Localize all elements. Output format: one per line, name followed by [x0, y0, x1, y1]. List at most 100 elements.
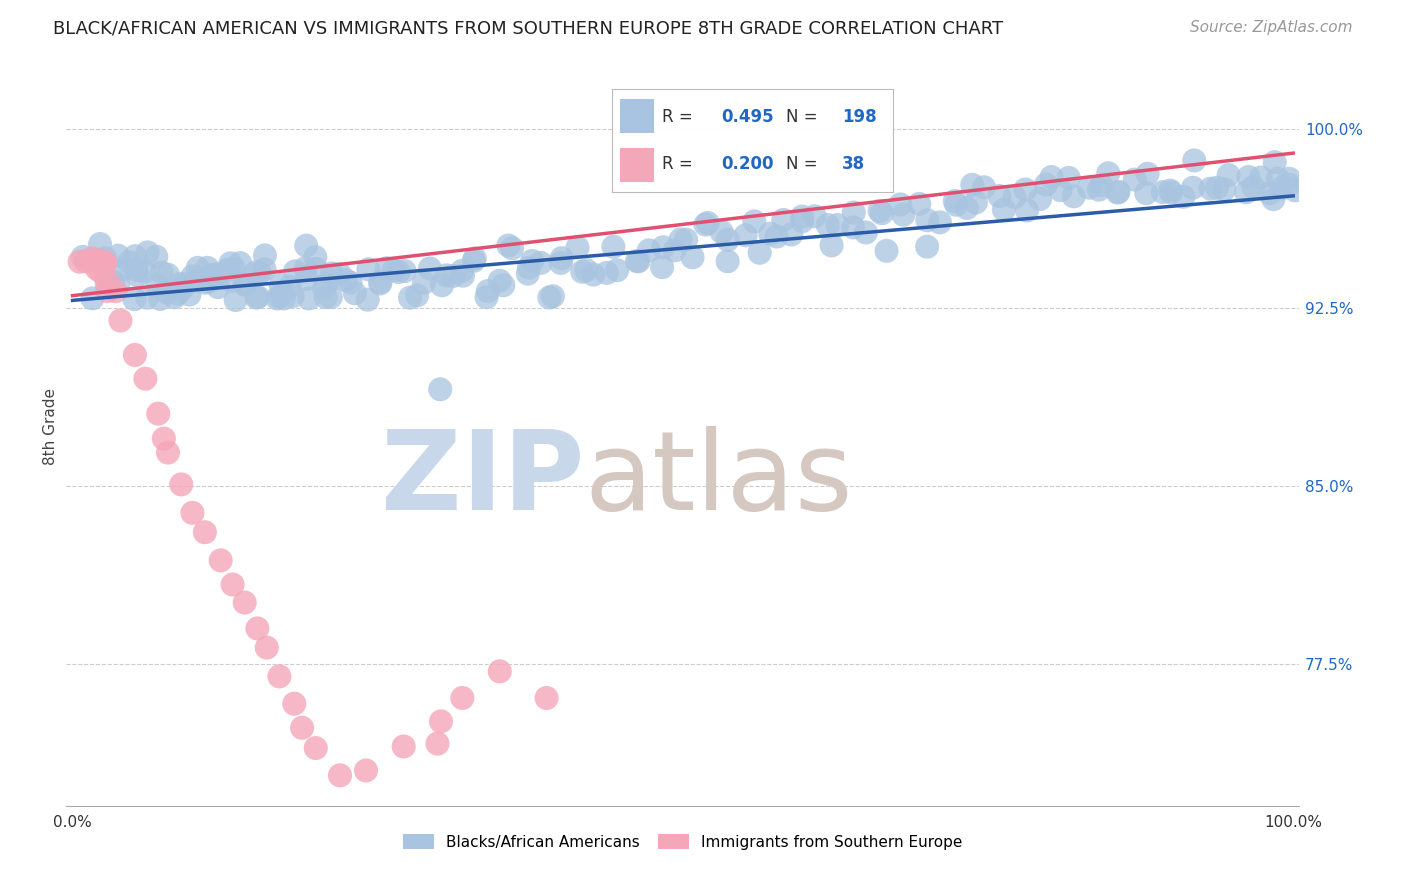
Point [335, 273, 357, 287]
Point [256, 640, 278, 655]
Point [295, 238, 318, 252]
Point [321, 266, 343, 280]
Point [197, 260, 219, 275]
Point [96, 284, 118, 298]
Point [1258, 186, 1281, 201]
Point [1218, 168, 1240, 182]
Point [197, 275, 219, 289]
Point [233, 596, 256, 610]
Point [124, 292, 146, 306]
Point [96, 277, 118, 291]
Point [842, 220, 865, 235]
Text: ZIP: ZIP [381, 426, 585, 533]
Point [463, 253, 485, 268]
Point [90, 253, 112, 268]
Point [127, 268, 149, 283]
Point [179, 287, 201, 301]
Text: Source: ZipAtlas.com: Source: ZipAtlas.com [1189, 20, 1353, 35]
Point [488, 665, 510, 679]
Point [790, 210, 813, 224]
Point [1035, 178, 1057, 192]
Point [1237, 169, 1260, 184]
Legend: Blacks/African Americans, Immigrants from Southern Europe: Blacks/African Americans, Immigrants fro… [398, 828, 969, 855]
Point [928, 215, 950, 229]
Point [200, 268, 222, 283]
Point [651, 260, 673, 274]
Point [370, 275, 392, 289]
Point [298, 292, 321, 306]
Point [163, 290, 186, 304]
Point [541, 289, 564, 303]
Point [1213, 182, 1236, 196]
Point [550, 256, 572, 270]
Point [1250, 170, 1272, 185]
Point [124, 348, 146, 362]
Point [772, 213, 794, 227]
Point [229, 256, 252, 270]
Point [1107, 186, 1129, 200]
Point [765, 229, 787, 244]
Point [488, 274, 510, 288]
Point [1088, 183, 1111, 197]
Point [1057, 170, 1080, 185]
Point [305, 261, 328, 276]
Point [392, 739, 415, 754]
Point [253, 262, 276, 277]
Point [90, 265, 112, 279]
Point [221, 274, 243, 288]
Point [89, 254, 111, 268]
Point [170, 477, 193, 491]
Point [329, 267, 352, 281]
Point [759, 227, 782, 241]
Point [477, 284, 499, 298]
Point [820, 238, 842, 252]
Point [696, 216, 718, 230]
Point [150, 266, 173, 280]
Point [304, 250, 326, 264]
Point [538, 291, 561, 305]
Point [270, 278, 292, 293]
Point [172, 281, 194, 295]
Point [441, 268, 464, 283]
Point [451, 691, 474, 706]
Point [245, 291, 267, 305]
Point [626, 254, 648, 268]
Point [217, 262, 239, 277]
Point [96, 273, 118, 287]
Point [429, 382, 451, 396]
Point [430, 278, 453, 293]
Point [82, 252, 104, 266]
Point [710, 225, 733, 239]
Point [339, 276, 361, 290]
Point [571, 265, 593, 279]
Point [1263, 192, 1285, 206]
Point [354, 764, 377, 778]
Point [146, 278, 169, 293]
Point [136, 245, 159, 260]
Point [343, 286, 366, 301]
Point [134, 265, 156, 279]
Point [169, 277, 191, 291]
Point [387, 265, 409, 279]
Point [1241, 179, 1264, 194]
Point [319, 290, 342, 304]
Point [136, 291, 159, 305]
Text: N =: N = [786, 155, 823, 173]
Point [246, 622, 269, 636]
Point [1173, 190, 1195, 204]
Text: 198: 198 [842, 108, 877, 126]
Point [284, 264, 307, 278]
Point [149, 292, 172, 306]
Point [111, 262, 134, 277]
Point [517, 260, 540, 275]
Point [748, 245, 770, 260]
Point [1014, 182, 1036, 196]
Point [842, 205, 865, 219]
Text: 0.200: 0.200 [721, 155, 773, 173]
Point [155, 285, 177, 299]
Point [1123, 172, 1146, 186]
Text: atlas: atlas [585, 426, 853, 533]
Text: 0.495: 0.495 [721, 108, 773, 126]
Text: BLACK/AFRICAN AMERICAN VS IMMIGRANTS FROM SOUTHERN EUROPE 8TH GRADE CORRELATION : BLACK/AFRICAN AMERICAN VS IMMIGRANTS FRO… [53, 20, 1004, 37]
Point [94, 256, 117, 270]
